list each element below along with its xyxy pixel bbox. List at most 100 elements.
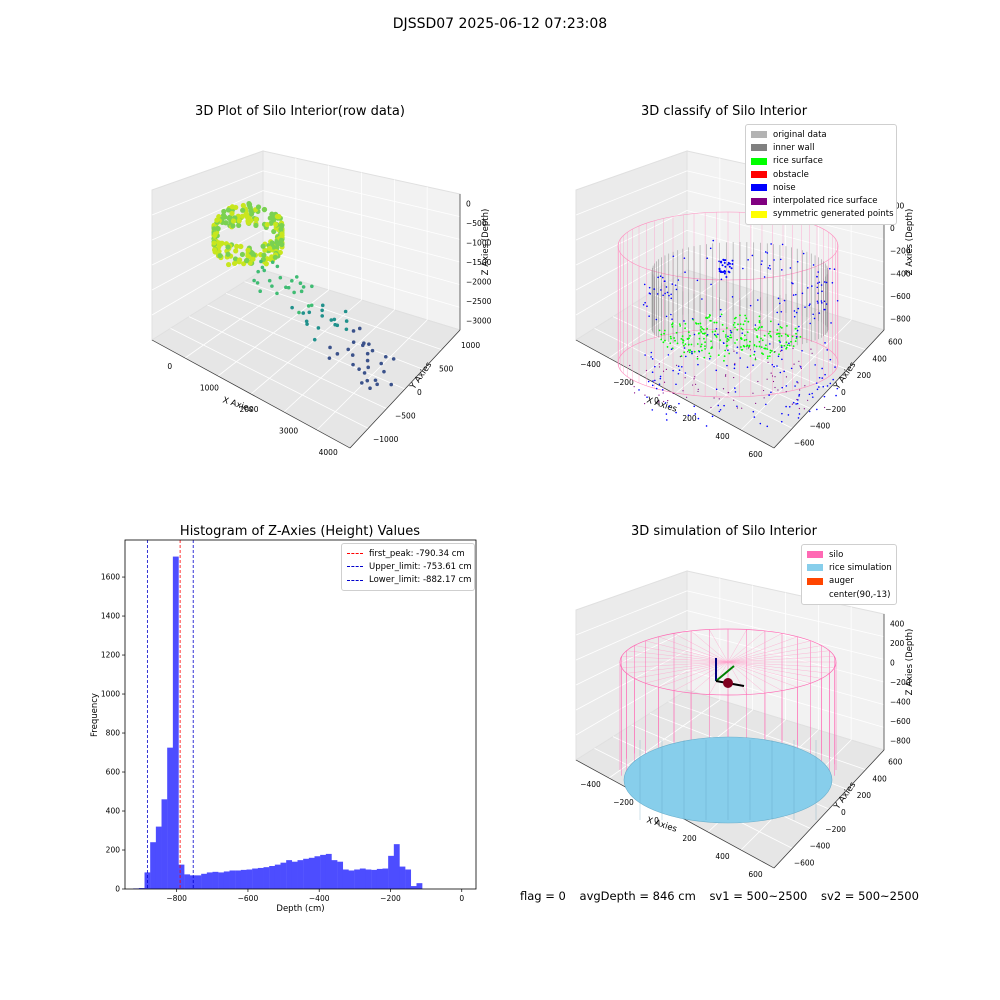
rice-surface-point xyxy=(722,330,725,333)
noise-point xyxy=(684,355,687,358)
noise-point xyxy=(832,378,834,381)
noise-point xyxy=(780,420,783,423)
interpolated-point xyxy=(645,369,648,372)
noise-point xyxy=(677,372,680,375)
rice-surface-point xyxy=(758,340,761,343)
noise-point xyxy=(771,363,774,366)
rice-surface-point xyxy=(710,340,712,343)
noise-point xyxy=(812,264,815,266)
raw-point xyxy=(232,256,239,262)
histogram-bar xyxy=(189,875,196,889)
histogram-bar xyxy=(167,747,174,889)
histogram-frame xyxy=(124,539,477,890)
raw-point xyxy=(245,247,251,253)
noise-point xyxy=(809,303,811,305)
x-tick-label: 200 xyxy=(682,414,697,423)
grid-line xyxy=(575,190,688,241)
classify-plot-title: 3D classify of Silo Interior xyxy=(640,104,808,119)
raw-point xyxy=(278,226,284,232)
rice-surface-point xyxy=(740,346,742,348)
noise-point xyxy=(731,263,734,266)
rice-surface-point xyxy=(758,326,761,329)
raw-point xyxy=(370,348,375,353)
silo-roof-wire xyxy=(727,661,822,679)
noise-point xyxy=(768,394,770,396)
raw-point xyxy=(329,318,334,322)
histogram-plot: −800 −600 −400 −200 0 0 200 400 600 800 1000 1200 14… xyxy=(90,539,477,914)
raw-point xyxy=(218,241,224,247)
histogram-legend: first_peak: -790.34 cm Upper_limit: -753.… xyxy=(341,543,475,591)
raw-point xyxy=(212,247,218,253)
noise-point xyxy=(818,281,821,284)
raw-point xyxy=(234,243,240,249)
grid-line xyxy=(686,590,885,638)
rice-surface-point xyxy=(678,323,681,326)
rice-surface-point xyxy=(780,334,783,337)
rice-surface-point xyxy=(733,321,736,324)
rice-surface-point xyxy=(725,327,728,329)
raw-point xyxy=(225,261,232,268)
histogram-bar xyxy=(382,868,389,889)
histogram-bar xyxy=(263,867,270,889)
rice-surface-point xyxy=(758,345,761,348)
noise-point xyxy=(664,292,666,295)
noise-point xyxy=(666,291,669,294)
z-tick-label: 200 xyxy=(890,639,905,648)
raw-point xyxy=(273,221,279,227)
raw-point xyxy=(220,212,227,218)
noise-point xyxy=(734,391,737,393)
noise-point xyxy=(651,384,654,387)
silo-bottom-ring xyxy=(617,328,839,398)
histogram-bar xyxy=(229,870,236,889)
noise-point xyxy=(668,294,670,297)
rice-surface-point xyxy=(708,313,711,316)
raw-point xyxy=(258,289,262,294)
rice-surface-point xyxy=(671,323,673,326)
rice-surface-point xyxy=(660,333,663,336)
histogram-bar xyxy=(348,870,355,889)
interpolated-point xyxy=(755,402,757,404)
rice-surface-point xyxy=(754,358,757,361)
histogram-bar xyxy=(359,868,366,889)
noise-point xyxy=(650,356,652,358)
interpolated-point xyxy=(747,347,750,349)
noise-point xyxy=(818,386,820,388)
z-tick-label: −200 xyxy=(890,678,911,687)
noise-point xyxy=(814,364,816,366)
interpolated-point xyxy=(785,376,788,378)
histogram-bar xyxy=(410,886,417,889)
interpolated-point xyxy=(741,407,743,409)
raw-point xyxy=(231,260,238,267)
histogram-bar xyxy=(155,826,162,889)
histogram-bar xyxy=(399,866,406,889)
y-tick-label: 0 xyxy=(841,388,846,397)
raw-point xyxy=(344,319,349,323)
legend-label: center(90,-13) xyxy=(829,589,891,600)
interpolated-point xyxy=(792,347,794,349)
rice-surface-point xyxy=(755,345,758,348)
legend-swatch xyxy=(751,144,767,152)
interpolated-point xyxy=(658,394,660,396)
noise-point xyxy=(818,312,821,314)
raw-point xyxy=(261,252,267,258)
noise-point xyxy=(642,303,645,306)
noise-point xyxy=(691,352,693,355)
x-axis-line xyxy=(575,339,775,449)
rice-surface-point xyxy=(794,340,797,343)
noise-point xyxy=(788,405,791,408)
raw-point xyxy=(255,281,260,285)
histogram-area xyxy=(125,540,476,889)
y-tick-label: 200 xyxy=(106,846,121,855)
noise-point xyxy=(670,297,673,300)
grid-line xyxy=(575,590,688,636)
rice-surface-point xyxy=(770,350,773,352)
noise-point xyxy=(790,282,793,284)
rice-surface-point xyxy=(688,351,691,354)
raw-point xyxy=(366,365,371,370)
rice-surface-point xyxy=(684,322,687,325)
noise-point xyxy=(746,366,749,368)
noise-point xyxy=(708,357,711,360)
interpolated-point xyxy=(807,399,809,401)
y-tick-label: 1400 xyxy=(101,612,120,621)
interpolated-point xyxy=(663,381,666,383)
